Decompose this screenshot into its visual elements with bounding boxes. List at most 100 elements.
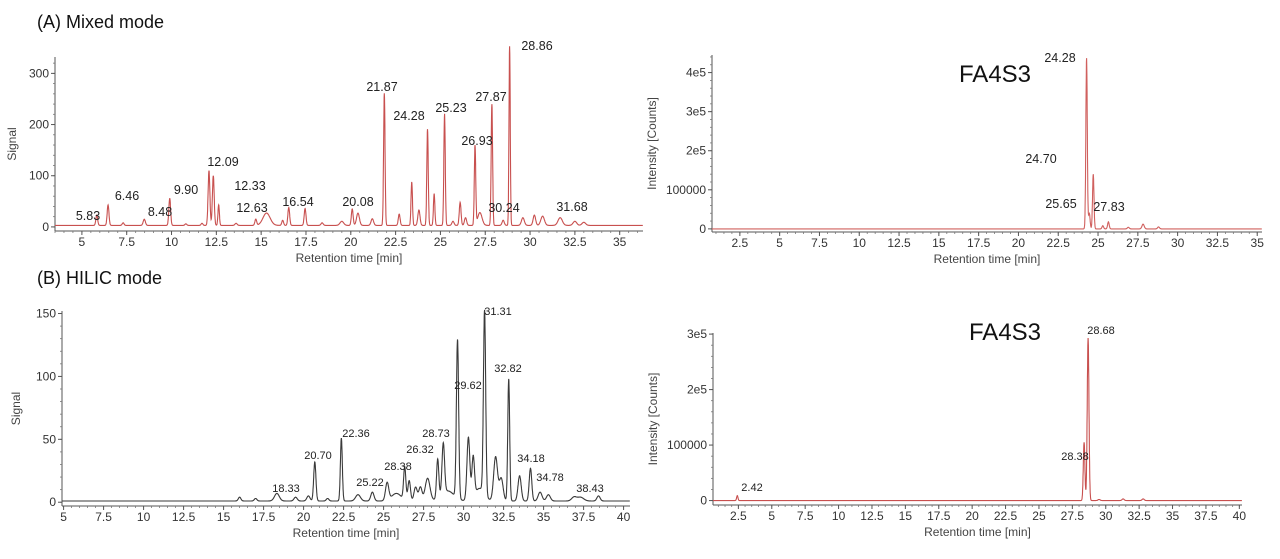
x-tick-label: 10 — [137, 510, 151, 524]
x-tick-label: 32.5 — [563, 235, 587, 249]
x-tick-label: 30 — [1099, 509, 1113, 523]
panel-a-title: (A) Mixed mode — [37, 12, 164, 32]
x-tick-label: 20 — [965, 509, 979, 523]
x-tick-label: 35 — [537, 510, 551, 524]
x-tick-label: 27.5 — [412, 510, 436, 524]
x-tick-label: 2.5 — [730, 509, 747, 523]
x-tick-label: 15 — [899, 509, 913, 523]
peak-label: 2.42 — [741, 482, 762, 494]
x-tick-label: 17.5 — [967, 236, 991, 250]
peak-label: 28.73 — [422, 428, 450, 440]
y-axis-label: Signal — [9, 392, 23, 425]
x-tick-label: 5 — [768, 509, 775, 523]
x-tick-label: 5 — [60, 510, 67, 524]
y-tick-label: 0 — [699, 222, 706, 236]
x-tick-label: 22.5 — [1047, 236, 1071, 250]
peak-label: 28.68 — [1087, 325, 1115, 337]
y-tick-label: 0 — [700, 494, 707, 508]
x-tick-label: 17.5 — [927, 509, 951, 523]
panel-a: 5 7.5 10 12.5 15 17.5 20 22.5 25 27.5 30 32.5 35 0 100… — [5, 39, 643, 265]
y-tick-label: 2e5 — [687, 383, 707, 397]
x-axis-label: Retention time [min] — [934, 252, 1041, 266]
x-tick-label: 12.5 — [172, 510, 196, 524]
peak-label: 25.22 — [356, 477, 384, 489]
panel-b-title: (B) HILIC mode — [37, 268, 162, 288]
x-tick-label: 30 — [1171, 236, 1185, 250]
x-tick-label: 25 — [377, 510, 391, 524]
peak-label: 24.28 — [1044, 51, 1075, 65]
peak-label: 38.43 — [576, 483, 604, 495]
x-tick-label: 30 — [457, 510, 471, 524]
y-tick-label: 50 — [43, 432, 57, 446]
peak-label: 26.93 — [461, 134, 492, 148]
x-tick-label: 15 — [217, 510, 231, 524]
x-tick-label: 25 — [1091, 236, 1105, 250]
peak-label: 9.90 — [174, 183, 198, 197]
x-tick-label: 27.5 — [1126, 236, 1150, 250]
x-tick-label: 7.5 — [811, 236, 828, 250]
x-tick-label: 5 — [776, 236, 783, 250]
peak-label: 20.70 — [304, 450, 332, 462]
y-tick-label: 3e5 — [687, 327, 707, 341]
peak-label: 27.83 — [1093, 200, 1124, 214]
x-axis-label: Retention time [min] — [924, 525, 1031, 539]
x-axis-label: Retention time [min] — [296, 251, 403, 265]
x-tick-label: 40 — [1233, 509, 1247, 523]
peak-label: 26.32 — [406, 444, 434, 456]
peak-label: 34.18 — [517, 453, 545, 465]
x-tick-label: 5 — [79, 235, 86, 249]
x-tick-label: 40 — [617, 510, 631, 524]
peak-label: 30.24 — [488, 201, 519, 215]
x-tick-label: 10 — [832, 509, 846, 523]
y-tick-label: 100 — [36, 369, 56, 383]
y-axis-label: Intensity [Counts] — [645, 97, 659, 190]
y-tick-label: 300 — [29, 66, 49, 80]
peak-label: 6.46 — [115, 189, 139, 203]
y-tick-label: 0 — [49, 495, 56, 509]
chromatogram-trace — [62, 309, 630, 502]
peak-label: 25.65 — [1045, 197, 1076, 211]
x-tick-label: 20 — [344, 235, 358, 249]
x-tick-label: 15 — [932, 236, 946, 250]
peak-label: 12.63 — [236, 201, 267, 215]
x-tick-label: 25 — [1032, 509, 1046, 523]
y-tick-label: 3e5 — [686, 105, 706, 119]
x-tick-label: 12.5 — [860, 509, 884, 523]
x-tick-label: 25 — [434, 235, 448, 249]
x-tick-label: 35 — [1251, 236, 1265, 250]
x-tick-label: 10 — [853, 236, 867, 250]
peak-label: 31.68 — [556, 200, 587, 214]
x-tick-label: 17.5 — [294, 235, 318, 249]
x-tick-label: 20 — [1012, 236, 1026, 250]
y-tick-label: 200 — [29, 118, 49, 132]
x-tick-label: 35 — [1166, 509, 1180, 523]
x-tick-label: 27.5 — [474, 235, 498, 249]
panel-d: 2.5 5 7.5 10 12.5 15 17.5 20 22.5 25 27.5 30 32.5 35 3… — [646, 325, 1246, 539]
x-tick-label: 7.5 — [95, 510, 112, 524]
peak-label: 28.38 — [384, 461, 412, 473]
panel-d-compound-label: FA4S3 — [969, 319, 1041, 346]
chromatogram-trace — [712, 58, 1262, 230]
x-tick-label: 37.5 — [1194, 509, 1218, 523]
x-tick-label: 32.5 — [1127, 509, 1151, 523]
y-tick-label: 4e5 — [686, 66, 706, 80]
y-tick-label: 100000 — [667, 438, 707, 452]
peak-label: 5.83 — [76, 209, 100, 223]
x-tick-label: 37.5 — [572, 510, 596, 524]
x-tick-label: 7.5 — [797, 509, 814, 523]
peak-label: 31.31 — [484, 306, 512, 318]
y-axis-label: Signal — [5, 127, 19, 160]
peak-label: 20.08 — [342, 195, 373, 209]
x-tick-label: 15 — [254, 235, 268, 249]
x-tick-label: 30 — [523, 235, 537, 249]
x-tick-label: 12.5 — [205, 235, 229, 249]
x-tick-label: 17.5 — [252, 510, 276, 524]
peak-label: 24.70 — [1025, 152, 1056, 166]
y-axis-label: Intensity [Counts] — [646, 373, 660, 466]
peak-label: 18.33 — [272, 483, 300, 495]
y-tick-label: 0 — [42, 220, 49, 234]
x-tick-label: 20 — [297, 510, 311, 524]
y-tick-label: 100000 — [666, 183, 706, 197]
peak-label: 32.82 — [494, 363, 522, 375]
